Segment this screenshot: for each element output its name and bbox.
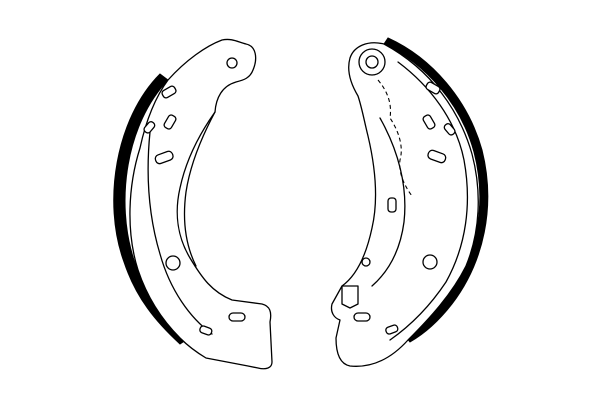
right-pivot-inner (365, 55, 379, 69)
right-slot-2 (422, 114, 436, 130)
right-slot-1 (425, 81, 441, 95)
left-shoe-rib (147, 131, 213, 335)
right-lower-bracket (341, 285, 359, 309)
left-tab-slot (199, 325, 213, 336)
left-slot-3 (143, 121, 156, 134)
right-tab-slot (385, 324, 399, 335)
left-brake-shoe (113, 38, 273, 370)
left-top-pin-hole (226, 57, 238, 69)
right-bottom-slot (353, 312, 371, 322)
right-small-hole (361, 257, 371, 267)
right-hidden-spring (377, 79, 413, 197)
right-slot-4 (427, 149, 447, 164)
right-shoe-web-edge (371, 117, 406, 287)
right-brake-shoe (330, 37, 489, 367)
left-lower-hole (165, 255, 181, 271)
left-bottom-slot (228, 312, 246, 322)
left-slot-4 (154, 150, 174, 165)
left-friction-lining (113, 73, 187, 345)
left-slot-2 (163, 114, 177, 130)
right-adjuster-slot (387, 197, 397, 213)
right-lower-hole (422, 254, 438, 270)
left-shoe-web-edge (183, 111, 216, 267)
left-slot-1 (161, 85, 177, 99)
right-slot-3 (443, 123, 456, 136)
right-shoe-rib (389, 61, 469, 341)
